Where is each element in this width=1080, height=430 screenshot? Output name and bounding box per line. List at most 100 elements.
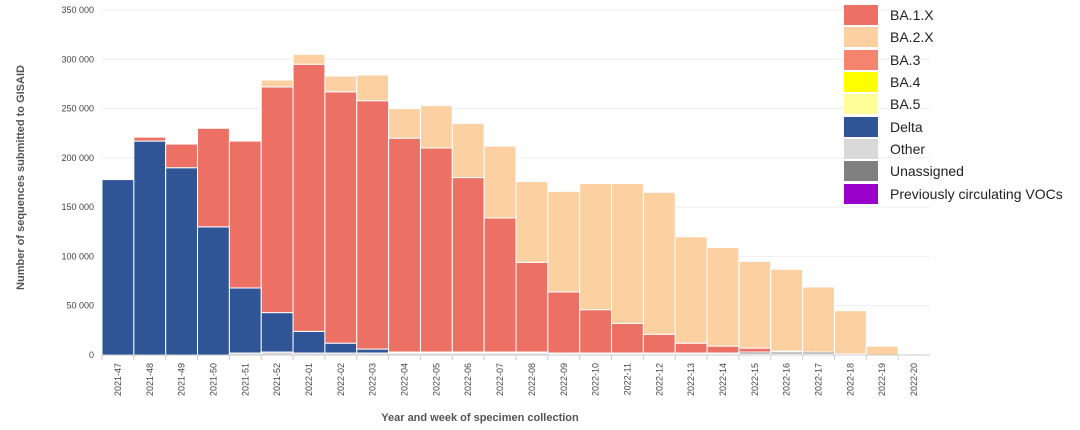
bar-segment — [674, 342, 708, 354]
bar-segment — [770, 268, 804, 352]
x-tick-label: 2022-05 — [431, 363, 441, 396]
y-tick-label: 350 000 — [61, 5, 94, 15]
x-tick-label: 2022-13 — [686, 363, 696, 396]
bar-segment — [515, 181, 549, 263]
bar-segment — [611, 182, 644, 324]
x-tick-label: 2022-10 — [591, 363, 601, 396]
legend-label: BA.3 — [890, 51, 921, 68]
bar-segment — [547, 291, 581, 354]
legend-label: Other — [890, 140, 926, 157]
y-tick-label: 0 — [89, 350, 94, 360]
bar-segment — [451, 122, 485, 179]
legend-swatch — [844, 183, 878, 204]
legend-label: Delta — [890, 118, 923, 135]
bar-segment — [101, 178, 135, 181]
bar-segment — [292, 53, 326, 65]
bar-segment — [642, 333, 676, 354]
legend: BA.1.X BA.2.X BA.3 BA.4 BA.5 Delta Other Unassi… — [844, 4, 1063, 205]
legend-item: BA.2.X — [844, 26, 1063, 48]
bar-segment — [260, 312, 294, 353]
bar-segment — [197, 127, 230, 228]
x-tick-label: 2022-11 — [622, 363, 632, 395]
x-tick-label: 2021-50 — [208, 363, 218, 396]
bar-segment — [197, 226, 230, 356]
bar-segment — [547, 190, 581, 293]
bar-segment — [483, 145, 517, 219]
legend-item: Other — [844, 138, 1063, 160]
bar-segment — [388, 137, 421, 353]
legend-label: BA.5 — [890, 96, 921, 113]
x-tick-label: 2022-15 — [750, 363, 760, 396]
x-tick-label: 2022-04 — [400, 363, 410, 396]
legend-item: Delta — [844, 115, 1063, 137]
x-tick-label: 2022-06 — [463, 363, 473, 396]
bar-segment — [706, 247, 740, 347]
legend-label: BA.2.X — [890, 29, 934, 46]
bar-segment — [451, 177, 485, 353]
bar-segment — [483, 217, 517, 353]
bar-segment — [419, 105, 453, 149]
bar-segment — [260, 86, 294, 314]
x-tick-label: 2022-03 — [368, 363, 378, 396]
bar-segment — [515, 261, 549, 353]
y-tick-label: 250 000 — [61, 104, 94, 114]
bar-segment — [324, 75, 358, 93]
legend-label: Previously circulating VOCs — [890, 185, 1063, 202]
bar-segment — [324, 342, 358, 354]
bar-segment — [165, 167, 199, 356]
bar-segment — [706, 345, 740, 354]
y-axis-ticks: 0 50 000 100 000 150 000 200 000 250 000 300 0… — [61, 5, 94, 360]
x-tick-label: 2021-47 — [113, 363, 123, 396]
bar-segment — [674, 236, 708, 344]
bar-segment — [865, 345, 899, 356]
x-tick-label: 2022-17 — [814, 363, 824, 396]
legend-swatch — [844, 5, 878, 26]
legend-item: BA.5 — [844, 93, 1063, 115]
legend-swatch — [844, 94, 878, 115]
legend-item: BA.1.X — [844, 4, 1063, 26]
y-axis-label: Number of sequences submitted to GISAID — [15, 65, 27, 290]
legend-swatch — [844, 72, 878, 93]
x-tick-label: 2021-49 — [177, 363, 187, 396]
legend-label: BA.4 — [890, 74, 921, 91]
bar-segment — [292, 330, 326, 354]
x-axis-ticks: 2021-47 2021-48 2021-49 2021-50 2021-51 2021-… — [101, 355, 919, 396]
bar-segment — [802, 286, 835, 353]
x-tick-label: 2022-16 — [782, 363, 792, 396]
bar-segment — [579, 182, 613, 311]
y-tick-label: 50 000 — [66, 301, 94, 311]
x-tick-label: 2021-51 — [240, 363, 250, 396]
x-tick-label: 2022-14 — [718, 363, 728, 396]
bar-segment — [228, 140, 262, 289]
bar-segment — [833, 310, 867, 355]
y-tick-label: 200 000 — [61, 153, 94, 163]
legend-swatch — [844, 27, 878, 48]
bar-segment — [228, 287, 262, 354]
x-tick-label: 2021-48 — [145, 363, 155, 396]
x-tick-label: 2022-09 — [559, 363, 569, 396]
bar-segment — [388, 108, 421, 139]
bar-segment — [101, 179, 135, 356]
bar-segment — [738, 347, 772, 353]
bar-segment — [738, 260, 772, 349]
y-tick-label: 100 000 — [61, 251, 94, 261]
legend-item: Previously circulating VOCs — [844, 182, 1063, 204]
bar-segment — [356, 100, 390, 350]
legend-label: BA.1.X — [890, 7, 934, 24]
x-tick-label: 2022-07 — [495, 363, 505, 396]
bar-segment — [260, 79, 294, 88]
bar-segment — [642, 191, 676, 335]
bar-segment — [579, 309, 613, 354]
bar-segment — [292, 63, 326, 332]
bars — [101, 53, 931, 356]
bar-segment — [165, 143, 199, 169]
bar-segment — [356, 74, 390, 102]
bar-segment — [356, 348, 390, 354]
x-tick-label: 2022-18 — [845, 363, 855, 396]
legend-swatch — [844, 49, 878, 70]
x-tick-label: 2021-52 — [272, 363, 282, 396]
y-tick-label: 150 000 — [61, 202, 94, 212]
bar-segment — [324, 91, 358, 344]
x-tick-label: 2022-01 — [304, 363, 314, 396]
